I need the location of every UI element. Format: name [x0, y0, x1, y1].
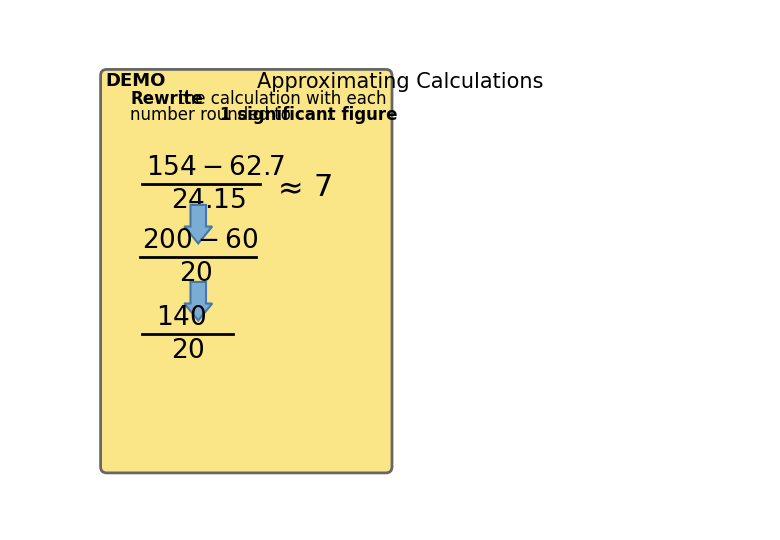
Polygon shape — [184, 282, 212, 320]
Text: $24.15$: $24.15$ — [171, 188, 246, 214]
Polygon shape — [184, 205, 212, 244]
Text: $200 - 60$: $200 - 60$ — [143, 228, 259, 254]
Text: $\approx$: $\approx$ — [272, 173, 302, 202]
Text: $20$: $20$ — [171, 338, 205, 364]
Text: $20$: $20$ — [179, 261, 213, 287]
Text: $154 - 62.7$: $154 - 62.7$ — [146, 155, 285, 181]
Text: number rounded to: number rounded to — [130, 106, 296, 124]
Text: $7$: $7$ — [313, 173, 332, 202]
Text: Approximating Calculations: Approximating Calculations — [257, 72, 543, 92]
Text: DEMO: DEMO — [105, 72, 165, 91]
Text: Rewrite: Rewrite — [130, 90, 203, 108]
Text: $140$: $140$ — [156, 305, 206, 331]
Text: .: . — [321, 106, 332, 124]
Text: 1 significant figure: 1 significant figure — [220, 106, 398, 124]
FancyBboxPatch shape — [101, 70, 392, 473]
Text: the calculation with each: the calculation with each — [173, 90, 387, 108]
